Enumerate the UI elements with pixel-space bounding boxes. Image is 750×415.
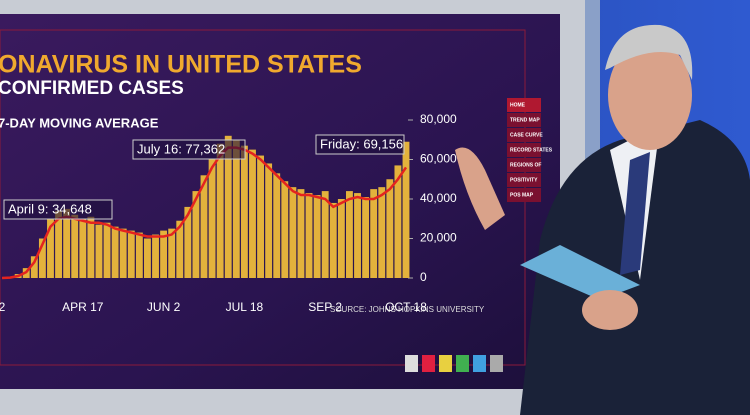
bar	[240, 145, 248, 278]
bar	[168, 228, 176, 278]
bar	[30, 256, 38, 278]
annotation-box	[315, 134, 405, 155]
bar	[144, 238, 151, 278]
bar	[257, 155, 264, 278]
menu-item[interactable]: RECORD STATES	[510, 147, 553, 153]
bar	[38, 238, 46, 278]
menu-item-bg	[507, 113, 541, 127]
bar	[386, 179, 394, 278]
menu-item-bg	[507, 188, 541, 202]
bar	[346, 191, 353, 278]
annotation: Friday: 69,156	[320, 136, 403, 151]
bar	[208, 159, 216, 278]
y-tick-label: 60,000	[420, 152, 457, 166]
bar	[216, 143, 224, 278]
bar	[329, 202, 337, 278]
bar	[127, 230, 135, 278]
annotation-box	[3, 199, 113, 220]
x-tick-label: JUL 18	[226, 300, 264, 314]
bar	[103, 222, 111, 278]
chart-subtitle: CONFIRMED CASES	[0, 78, 184, 99]
button[interactable]	[405, 355, 418, 372]
bar	[273, 173, 281, 278]
bar	[160, 230, 168, 278]
button[interactable]	[456, 355, 469, 372]
menu-item-bg	[507, 128, 541, 142]
side-menu: HOME TREND MAP CASE CURVE RECORD STATES REGI…	[507, 98, 553, 202]
bar	[71, 214, 79, 278]
menu-item-bg	[507, 158, 541, 172]
bar	[224, 135, 232, 278]
bar	[378, 187, 386, 278]
bar	[152, 234, 159, 278]
bar	[119, 228, 127, 278]
x-tick-label: JUN 2	[147, 300, 181, 314]
tie	[620, 152, 650, 275]
bar	[289, 187, 297, 278]
bar	[354, 193, 361, 278]
bar	[63, 208, 71, 278]
bar	[402, 141, 410, 278]
bottom-buttons	[405, 355, 503, 372]
bar	[281, 181, 289, 278]
menu-item[interactable]: HOME	[510, 102, 526, 108]
menu-item[interactable]: POSITIVITY	[510, 177, 538, 183]
y-tick-label: 80,000	[420, 112, 457, 126]
bar	[47, 218, 54, 278]
bar	[79, 218, 87, 278]
presenter	[455, 24, 750, 415]
button[interactable]	[473, 355, 486, 372]
y-tick-label: 0	[420, 270, 427, 284]
bar	[176, 220, 184, 278]
chart-title: ONAVIRUS IN UNITED STATES	[0, 51, 362, 79]
x-tick-label: 2	[0, 300, 6, 314]
bar	[370, 189, 378, 278]
menu-item[interactable]: TREND MAP	[510, 117, 540, 123]
hand	[582, 290, 638, 330]
hair	[605, 24, 693, 80]
menu-item[interactable]: REGIONS OF	[510, 162, 541, 168]
x-tick-label: OCT 18	[385, 300, 427, 314]
x-tick-label: APR 17	[62, 300, 104, 314]
y-tick-label: 20,000	[420, 231, 457, 245]
bar	[297, 189, 305, 278]
x-tick-label: SEP 2	[308, 300, 342, 314]
bar	[232, 139, 240, 278]
hand	[455, 147, 505, 230]
annotation: April 9: 34,648	[8, 201, 92, 216]
legend-label: 7-DAY MOVING AVERAGE	[0, 115, 159, 130]
menu-item-bg	[507, 173, 541, 187]
bar	[362, 197, 370, 278]
menu-item[interactable]: POS MAP	[510, 192, 534, 198]
source: SOURCE: JOHNS HOPKINS UNIVERSITY	[330, 305, 485, 314]
bar	[95, 224, 103, 278]
bar	[249, 149, 256, 278]
bar	[111, 226, 119, 278]
plot: 0 20,000 40,000 60,000 80,000 2 APR 17 JUN 2 JUL…	[0, 112, 457, 314]
bar	[337, 199, 345, 278]
bar	[192, 191, 200, 278]
button[interactable]	[439, 355, 452, 372]
papers	[520, 245, 640, 300]
menu-item[interactable]: CASE CURVE	[510, 132, 543, 138]
annotation-box	[132, 139, 246, 160]
bar	[135, 232, 143, 278]
button[interactable]	[490, 355, 503, 372]
menu-item-bg	[507, 143, 541, 157]
bar	[305, 193, 313, 278]
bar	[200, 175, 208, 278]
button[interactable]	[422, 355, 435, 372]
bar	[55, 210, 62, 278]
bar	[321, 191, 329, 278]
bar	[394, 165, 402, 278]
y-tick-label: 40,000	[420, 191, 457, 205]
bar	[87, 216, 95, 278]
annotation: July 16: 77,362	[137, 141, 225, 156]
face	[608, 40, 692, 150]
bar	[184, 206, 192, 278]
bar	[313, 195, 321, 278]
menu-item-bg	[507, 98, 541, 112]
bar	[265, 163, 273, 278]
